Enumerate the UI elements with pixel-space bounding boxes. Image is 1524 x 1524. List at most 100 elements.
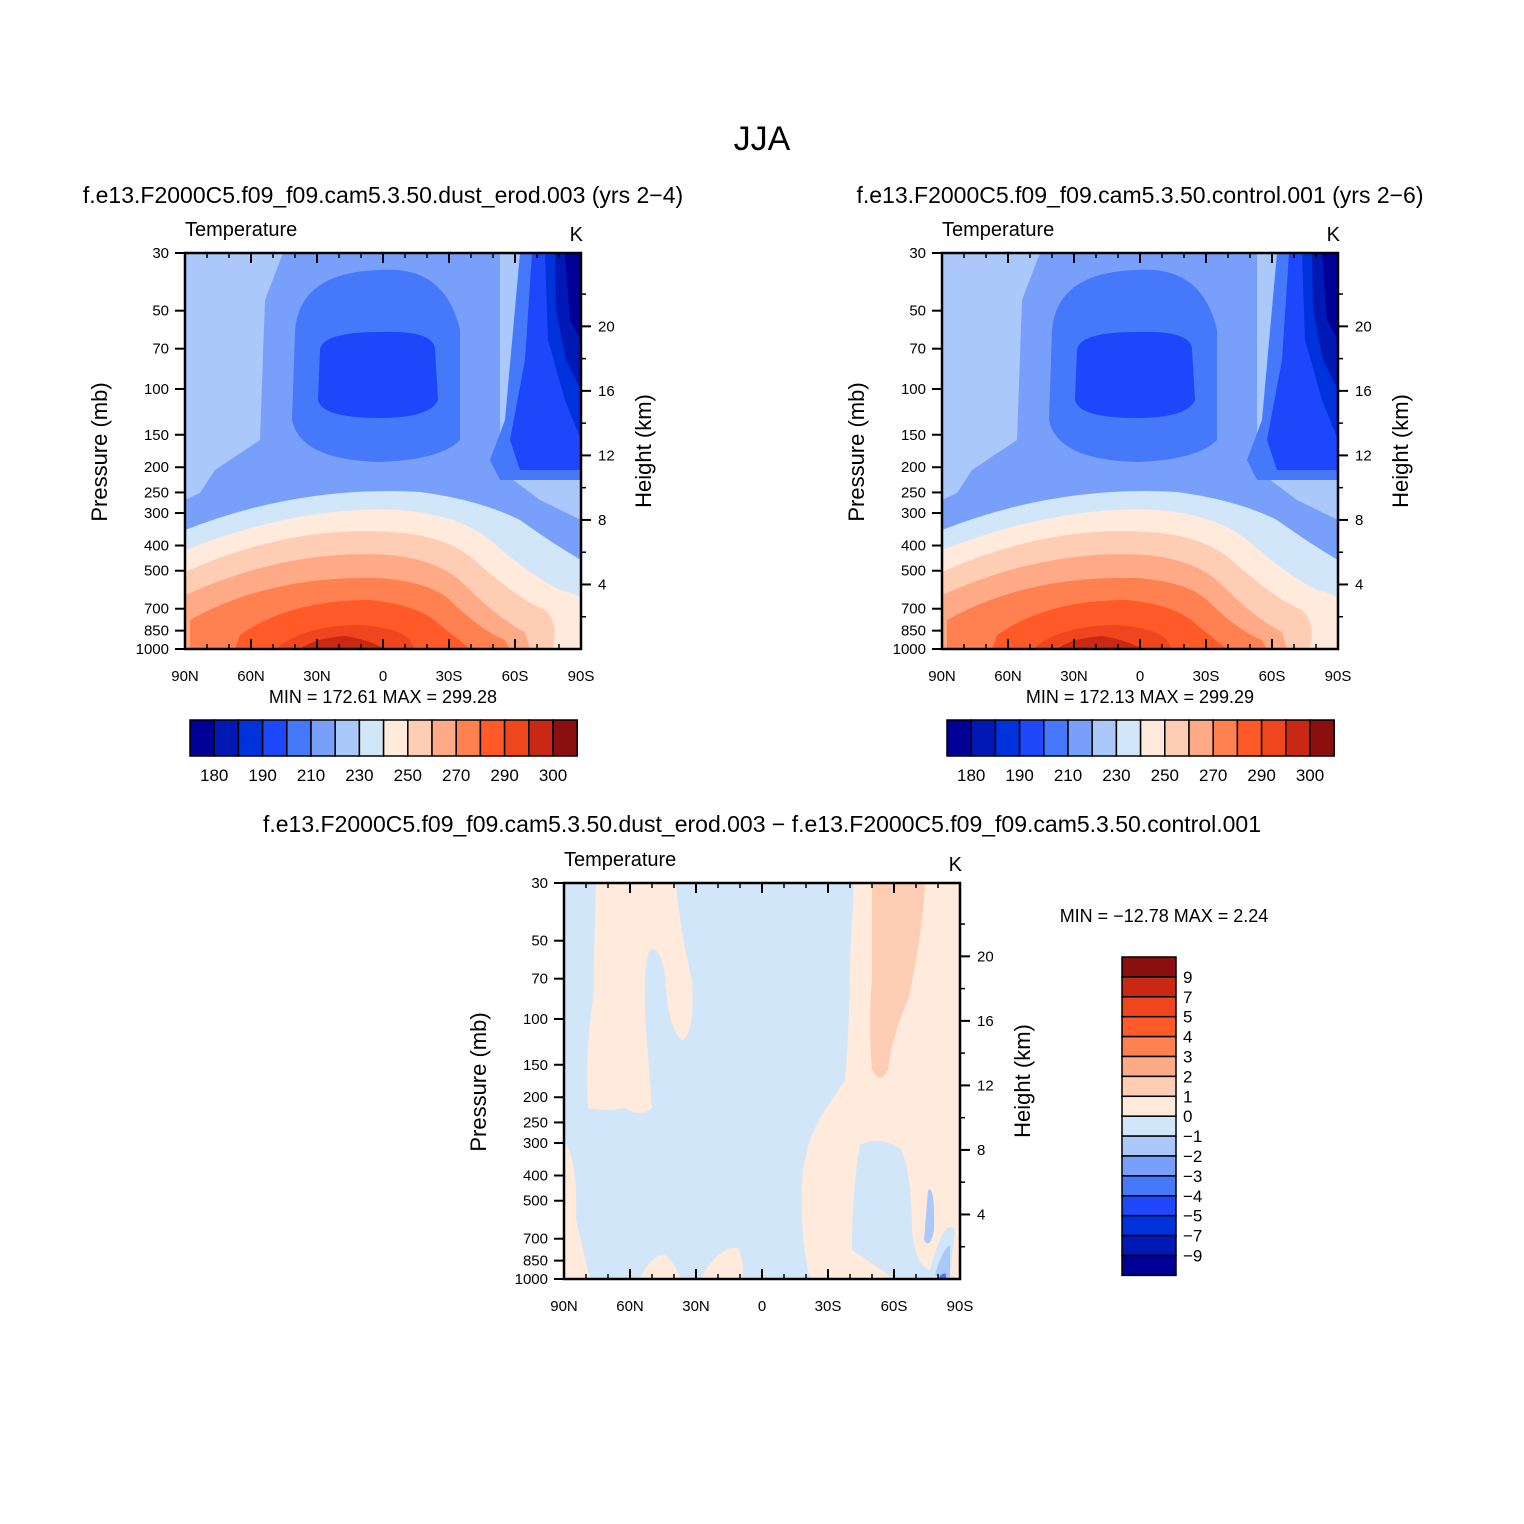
- colorbar-label: 270: [442, 766, 470, 785]
- colorbar-swatch: [1121, 1075, 1177, 1098]
- colorbar-label: 300: [1296, 766, 1324, 785]
- contour-field: [185, 253, 581, 649]
- colorbar-swatch: [552, 719, 578, 757]
- y-right-tick-label: 20: [598, 318, 615, 335]
- contour-band: [564, 1140, 590, 1279]
- colorbar-label: 4: [1183, 1028, 1192, 1047]
- colorbar-label: 210: [1054, 766, 1082, 785]
- colorbar-swatch: [1067, 719, 1093, 757]
- colorbar-swatch: [946, 719, 972, 757]
- contour-band: [1057, 636, 1142, 649]
- colorbar-swatch: [1121, 956, 1177, 978]
- colorbar-swatch: [1121, 1175, 1177, 1197]
- x-tick-label: 90S: [1325, 668, 1352, 685]
- colorbar-swatch: [1121, 1015, 1177, 1038]
- y-right-tick-label: 4: [598, 576, 606, 593]
- colorbar-swatch: [1121, 1035, 1177, 1058]
- y-tick-label: 500: [901, 563, 926, 580]
- x-tick-label: 0: [379, 668, 387, 685]
- colorbar-swatch: [1285, 719, 1311, 757]
- y-tick-label: 30: [909, 245, 926, 262]
- y-tick-label: 70: [531, 971, 548, 988]
- colorbar-swatch: [479, 719, 506, 757]
- x-tick-label: 60N: [237, 668, 265, 685]
- x-tick-label: 90N: [550, 1298, 578, 1315]
- colorbar-label: 2: [1183, 1067, 1192, 1086]
- colorbar-swatch: [1121, 1095, 1177, 1117]
- y-right-tick-label: 4: [977, 1206, 985, 1223]
- contour-band: [801, 883, 960, 1279]
- colorbar-swatch: [431, 719, 457, 757]
- stats-label: MIN = 172.13 MAX = 299.29: [1026, 687, 1254, 707]
- y-tick-label: 50: [152, 303, 169, 320]
- colorbar-swatch: [1121, 1254, 1177, 1277]
- y-right-tick-label: 16: [977, 1013, 994, 1030]
- page-title: JJA: [734, 120, 791, 158]
- y-tick-label: 150: [901, 427, 926, 444]
- y-tick-label: 250: [144, 484, 169, 501]
- contour-band: [318, 331, 438, 418]
- y-right-tick-label: 4: [1355, 576, 1363, 593]
- units-label: K: [1327, 224, 1341, 246]
- colorbar-label: 300: [539, 766, 567, 785]
- colorbar-label: 190: [248, 766, 276, 785]
- y-tick-label: 200: [523, 1089, 548, 1106]
- contour-band: [935, 1245, 950, 1279]
- x-tick-label: 90S: [947, 1298, 974, 1315]
- colorbar-swatch: [1164, 719, 1190, 757]
- colorbar-label: 270: [1199, 766, 1227, 785]
- x-tick-label: 0: [758, 1298, 766, 1315]
- y-right-tick-label: 8: [598, 512, 606, 529]
- colorbar-swatch: [1121, 1214, 1177, 1237]
- panel-control: f.e13.F2000C5.f09_f09.cam5.3.50.control.…: [844, 182, 1424, 785]
- colorbar-swatch: [1018, 719, 1045, 757]
- contour-band: [300, 636, 385, 649]
- y-right-tick-label: 20: [977, 948, 994, 965]
- y-tick-label: 850: [523, 1253, 548, 1270]
- colorbar-label: 230: [345, 766, 373, 785]
- stats-label: MIN = 172.61 MAX = 299.28: [269, 687, 497, 707]
- colorbar-swatch: [1121, 1234, 1177, 1257]
- x-tick-label: 30N: [303, 668, 331, 685]
- y-tick-label: 400: [901, 538, 926, 555]
- y-tick-label: 850: [144, 623, 169, 640]
- units-label: K: [949, 854, 963, 876]
- colorbar-swatch: [1212, 719, 1239, 757]
- colorbar-swatch: [1115, 719, 1142, 757]
- colorbar: 180 190 210 230 250 270 290 300: [946, 719, 1335, 785]
- colorbar-label: 7: [1183, 988, 1192, 1007]
- y-tick-label: 1000: [893, 641, 926, 658]
- contour-field: [942, 253, 1338, 649]
- y-right-tick-label: 12: [598, 447, 615, 464]
- y-tick-label: 250: [523, 1114, 548, 1131]
- contour-band: [924, 1189, 935, 1244]
- colorbar-swatch: [1236, 719, 1263, 757]
- y-tick-label: 400: [523, 1168, 548, 1185]
- y-tick-label: 200: [901, 459, 926, 476]
- colorbar-swatch: [528, 719, 554, 757]
- y-right-tick-label: 12: [1355, 447, 1372, 464]
- contour-band: [1075, 331, 1195, 418]
- panel-title: f.e13.F2000C5.f09_f09.cam5.3.50.dust_ero…: [83, 182, 683, 208]
- y-axis-label: Pressure (mb): [87, 382, 112, 521]
- colorbar-label: −2: [1183, 1147, 1202, 1166]
- colorbar-swatch: [407, 719, 433, 757]
- colorbar-swatch: [261, 719, 288, 757]
- contour-band: [870, 883, 925, 1078]
- contour-band: [992, 600, 1227, 649]
- colorbar-swatch: [1121, 1055, 1177, 1078]
- colorbar-swatch: [1188, 719, 1214, 757]
- contour-band: [235, 600, 470, 649]
- y-tick-label: 30: [531, 875, 548, 892]
- y-tick-label: 500: [144, 563, 169, 580]
- colorbar-swatch: [237, 719, 264, 757]
- y-right-tick-label: 20: [1355, 318, 1372, 335]
- colorbar-label: 180: [200, 766, 228, 785]
- panel-subtitle: Temperature: [942, 219, 1054, 241]
- colorbar-swatch: [358, 719, 385, 757]
- y-tick-label: 250: [901, 484, 926, 501]
- y-tick-label: 700: [523, 1231, 548, 1248]
- y-tick-label: 150: [144, 427, 169, 444]
- contour-band: [640, 1255, 680, 1279]
